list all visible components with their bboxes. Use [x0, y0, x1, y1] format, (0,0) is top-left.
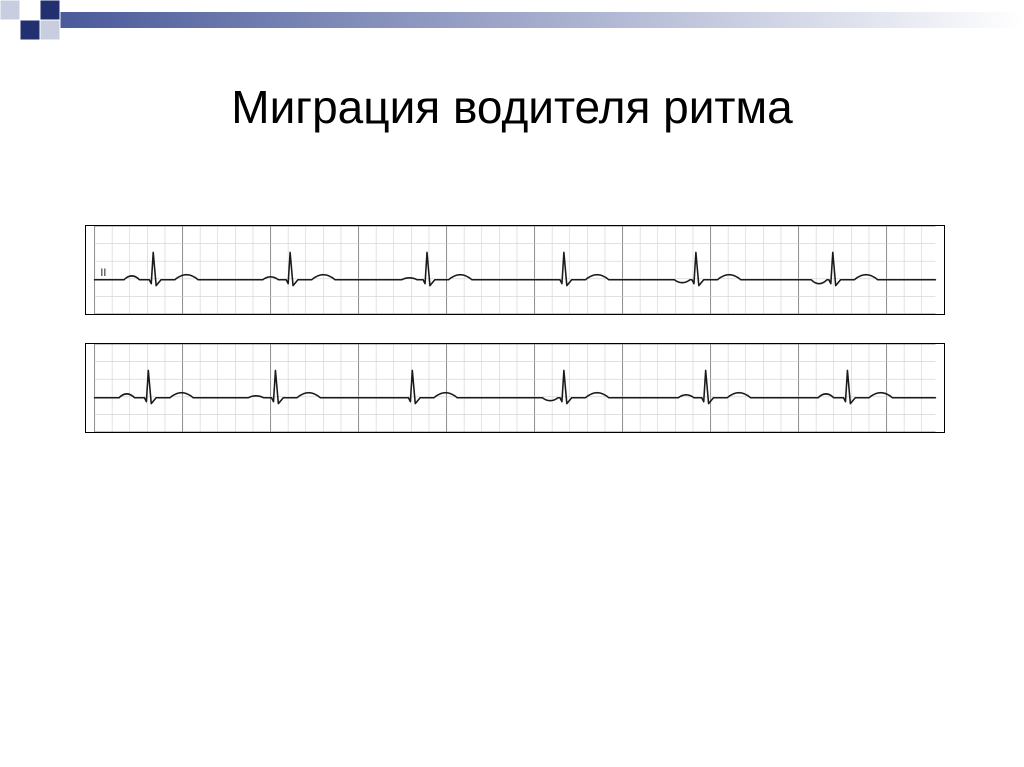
ecg-strip-1 — [85, 343, 945, 433]
slide: Миграция водителя ритма II — [0, 0, 1024, 767]
ecg-area: II — [85, 225, 945, 461]
ecg-lead-label: II — [100, 267, 106, 279]
decoration-svg — [0, 0, 1024, 40]
slide-title: Миграция водителя ритма — [0, 80, 1024, 134]
ecg-strip-0: II — [85, 225, 945, 315]
slide-decoration — [0, 0, 1024, 36]
